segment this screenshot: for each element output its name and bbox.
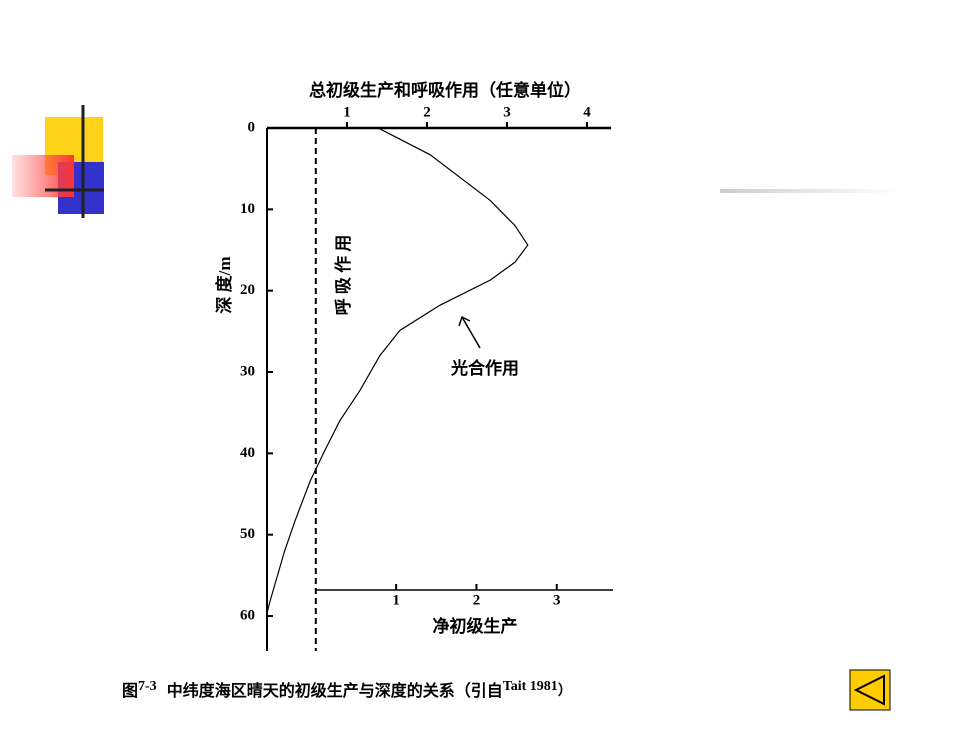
caption-part: 7-3 bbox=[138, 679, 157, 694]
annotation-arrow bbox=[458, 315, 471, 327]
y-tick-label: 50 bbox=[240, 526, 255, 542]
chart-title: 总初级生产和呼吸作用（任意单位） bbox=[309, 80, 581, 100]
x-tick-label: 3 bbox=[503, 104, 511, 120]
x2-axis-label: 净初级生产 bbox=[433, 616, 518, 636]
annotation-arrow bbox=[461, 316, 481, 349]
respiration-label: 呼 吸 作 用 bbox=[333, 235, 353, 316]
x-tick-label: 4 bbox=[583, 104, 591, 120]
y-tick-label: 20 bbox=[240, 282, 255, 298]
y-tick-label: 0 bbox=[248, 119, 256, 135]
x2-tick-label: 2 bbox=[473, 592, 481, 608]
y-tick-label: 30 bbox=[240, 363, 255, 379]
x2-tick-label: 3 bbox=[553, 592, 561, 608]
caption-part: ） bbox=[558, 683, 572, 699]
caption-part: 图 bbox=[122, 682, 138, 700]
back-button-icon[interactable] bbox=[853, 674, 885, 706]
y-tick-label: 40 bbox=[240, 445, 255, 461]
y-tick-label: 10 bbox=[240, 201, 255, 217]
x-tick-label: 1 bbox=[343, 104, 351, 120]
y-axis-label: 深 度/m bbox=[214, 256, 234, 313]
caption-part: 中纬度海区晴天的初级生产与深度的关系（引自 bbox=[167, 681, 503, 700]
back-button[interactable] bbox=[849, 669, 891, 711]
x-tick-label: 2 bbox=[423, 104, 431, 120]
deco-line bbox=[720, 189, 900, 193]
caption-part: Tait 1981 bbox=[503, 679, 558, 694]
annotation: 光合作用 bbox=[450, 358, 519, 378]
caption: 图7-3 中纬度海区晴天的初级生产与深度的关系（引自Tait 1981） bbox=[122, 679, 572, 699]
y-tick-label: 60 bbox=[240, 607, 255, 623]
data-line bbox=[266, 127, 529, 613]
x2-tick-label: 1 bbox=[392, 592, 400, 608]
